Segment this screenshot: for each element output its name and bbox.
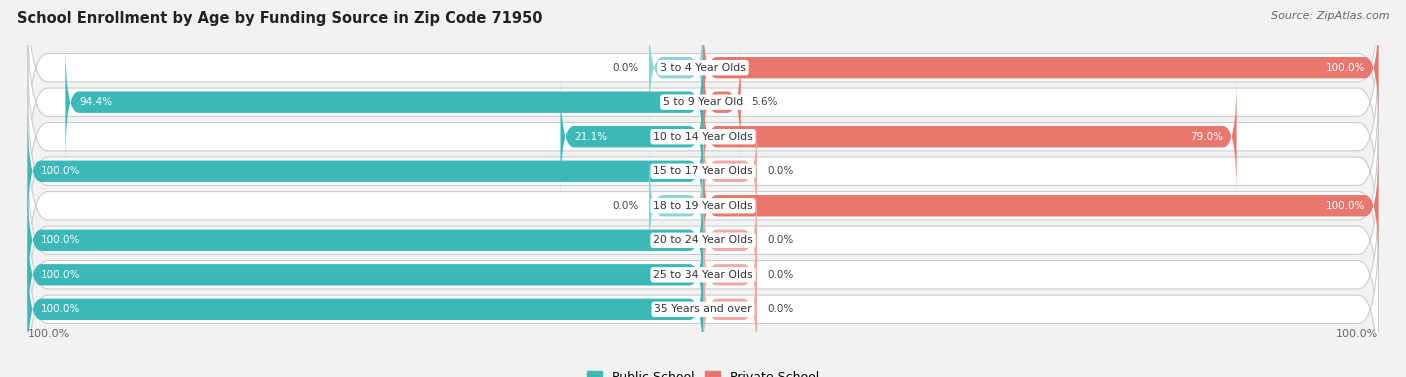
Text: 18 to 19 Year Olds: 18 to 19 Year Olds xyxy=(654,201,752,211)
Text: 100.0%: 100.0% xyxy=(41,304,80,314)
Text: 100.0%: 100.0% xyxy=(41,270,80,280)
Text: 100.0%: 100.0% xyxy=(1336,329,1378,339)
FancyBboxPatch shape xyxy=(561,78,703,195)
FancyBboxPatch shape xyxy=(703,147,1378,264)
Text: School Enrollment by Age by Funding Source in Zip Code 71950: School Enrollment by Age by Funding Sour… xyxy=(17,11,543,26)
FancyBboxPatch shape xyxy=(28,185,1378,364)
Text: 100.0%: 100.0% xyxy=(1326,63,1365,73)
FancyBboxPatch shape xyxy=(66,44,703,161)
FancyBboxPatch shape xyxy=(703,113,756,230)
FancyBboxPatch shape xyxy=(28,251,703,368)
Text: 5 to 9 Year Old: 5 to 9 Year Old xyxy=(662,97,744,107)
Text: 20 to 24 Year Olds: 20 to 24 Year Olds xyxy=(654,235,752,245)
FancyBboxPatch shape xyxy=(28,216,703,333)
FancyBboxPatch shape xyxy=(703,251,756,368)
FancyBboxPatch shape xyxy=(28,0,1378,157)
FancyBboxPatch shape xyxy=(703,78,1237,195)
FancyBboxPatch shape xyxy=(28,151,1378,330)
FancyBboxPatch shape xyxy=(703,182,756,299)
FancyBboxPatch shape xyxy=(28,47,1378,226)
Text: 35 Years and over: 35 Years and over xyxy=(654,304,752,314)
Text: 0.0%: 0.0% xyxy=(768,304,793,314)
Text: 100.0%: 100.0% xyxy=(1326,201,1365,211)
FancyBboxPatch shape xyxy=(650,147,703,264)
Text: 0.0%: 0.0% xyxy=(768,166,793,176)
Text: 0.0%: 0.0% xyxy=(613,201,638,211)
Text: 100.0%: 100.0% xyxy=(41,235,80,245)
Text: 100.0%: 100.0% xyxy=(28,329,70,339)
Text: 15 to 17 Year Olds: 15 to 17 Year Olds xyxy=(654,166,752,176)
FancyBboxPatch shape xyxy=(650,9,703,126)
FancyBboxPatch shape xyxy=(28,13,1378,192)
FancyBboxPatch shape xyxy=(703,216,756,333)
Text: 0.0%: 0.0% xyxy=(613,63,638,73)
Text: 21.1%: 21.1% xyxy=(574,132,607,142)
Text: 0.0%: 0.0% xyxy=(768,235,793,245)
Text: 3 to 4 Year Olds: 3 to 4 Year Olds xyxy=(659,63,747,73)
Text: 100.0%: 100.0% xyxy=(41,166,80,176)
FancyBboxPatch shape xyxy=(28,113,703,230)
Legend: Public School, Private School: Public School, Private School xyxy=(582,366,824,377)
FancyBboxPatch shape xyxy=(28,220,1378,377)
FancyBboxPatch shape xyxy=(28,116,1378,295)
Text: 94.4%: 94.4% xyxy=(79,97,112,107)
FancyBboxPatch shape xyxy=(703,44,741,161)
Text: 5.6%: 5.6% xyxy=(751,97,778,107)
Text: 25 to 34 Year Olds: 25 to 34 Year Olds xyxy=(654,270,752,280)
FancyBboxPatch shape xyxy=(703,9,1378,126)
Text: 0.0%: 0.0% xyxy=(768,270,793,280)
Text: 79.0%: 79.0% xyxy=(1189,132,1223,142)
FancyBboxPatch shape xyxy=(28,182,703,299)
Text: Source: ZipAtlas.com: Source: ZipAtlas.com xyxy=(1271,11,1389,21)
FancyBboxPatch shape xyxy=(28,82,1378,261)
Text: 10 to 14 Year Olds: 10 to 14 Year Olds xyxy=(654,132,752,142)
